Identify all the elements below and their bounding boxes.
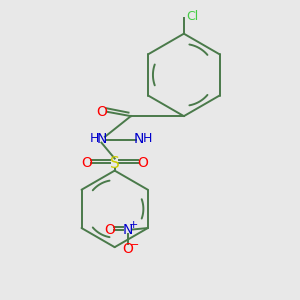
Text: O: O [96,105,107,119]
Text: N: N [123,223,133,236]
Text: N: N [97,132,107,146]
Text: H: H [143,132,152,145]
Text: O: O [104,223,115,236]
Text: O: O [122,242,133,256]
Text: −: − [130,240,139,250]
Text: O: O [137,156,148,170]
Text: Cl: Cl [187,10,199,22]
Text: H: H [89,132,99,145]
Text: O: O [81,156,92,170]
Text: N: N [134,132,144,146]
Text: +: + [129,220,138,230]
Text: S: S [110,156,119,171]
